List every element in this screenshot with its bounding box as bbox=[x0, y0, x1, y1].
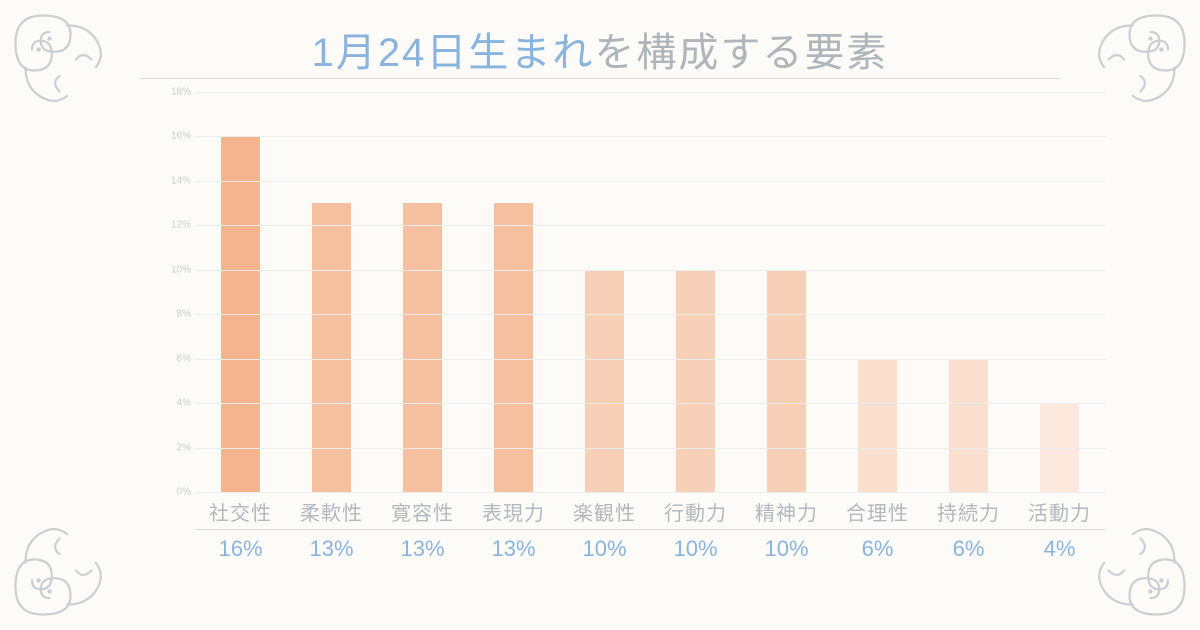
chart-bar-slot bbox=[832, 92, 923, 492]
chart-pct-label: 6% bbox=[832, 536, 923, 562]
chart-gridline bbox=[195, 403, 1105, 404]
chart-bar-slot bbox=[377, 92, 468, 492]
chart-bar bbox=[676, 270, 714, 492]
chart-x-label: 持続力 bbox=[923, 497, 1014, 526]
chart-bar bbox=[949, 359, 987, 492]
chart-plot-area: 0%2%4%6%8%10%12%14%16%18% bbox=[195, 92, 1105, 492]
chart-x-label: 活動力 bbox=[1014, 497, 1105, 526]
chart-gridline bbox=[195, 136, 1105, 137]
chart-bar bbox=[403, 203, 441, 492]
chart-pct-label: 10% bbox=[650, 536, 741, 562]
chart-x-label: 行動力 bbox=[650, 497, 741, 526]
chart-bar-slot bbox=[286, 92, 377, 492]
chart-pct-label: 16% bbox=[195, 536, 286, 562]
chart-pct-label: 13% bbox=[377, 536, 468, 562]
chart-ytick: 18% bbox=[159, 87, 191, 98]
chart-ytick: 10% bbox=[159, 264, 191, 275]
chart-gridline bbox=[195, 92, 1105, 93]
chart-ytick: 4% bbox=[159, 398, 191, 409]
page-title: 1月24日生まれを構成する要素 bbox=[0, 20, 1200, 86]
chart-gridline bbox=[195, 225, 1105, 226]
chart-bar-slot bbox=[195, 92, 286, 492]
chart-x-label: 表現力 bbox=[468, 497, 559, 526]
chart-bar bbox=[312, 203, 350, 492]
title-rest: を構成する要素 bbox=[594, 31, 888, 75]
chart-ytick: 6% bbox=[159, 353, 191, 364]
chart-bars bbox=[195, 92, 1105, 492]
chart-ytick: 12% bbox=[159, 220, 191, 231]
chart-gridline bbox=[195, 359, 1105, 360]
chart-x-label: 柔軟性 bbox=[286, 497, 377, 526]
chart-bar-slot bbox=[1014, 92, 1105, 492]
corner-ornament-icon bbox=[10, 510, 120, 620]
chart-gridline bbox=[195, 314, 1105, 315]
chart-ytick: 0% bbox=[159, 487, 191, 498]
chart-ytick: 14% bbox=[159, 175, 191, 186]
chart-pct-label: 6% bbox=[923, 536, 1014, 562]
chart-gridline bbox=[195, 492, 1105, 493]
chart-x-label: 合理性 bbox=[832, 497, 923, 526]
title-underline bbox=[140, 78, 1060, 79]
chart-ytick: 16% bbox=[159, 131, 191, 142]
chart-bar-slot bbox=[468, 92, 559, 492]
chart-pct-row: 16%13%13%13%10%10%10%6%6%4% bbox=[195, 536, 1105, 562]
chart-bar-slot bbox=[650, 92, 741, 492]
chart-gridline bbox=[195, 448, 1105, 449]
chart-bar-slot bbox=[923, 92, 1014, 492]
chart-gridline bbox=[195, 270, 1105, 271]
chart-pct-label: 10% bbox=[741, 536, 832, 562]
chart-bar-slot bbox=[559, 92, 650, 492]
chart-pct-underline bbox=[195, 529, 1105, 530]
chart-gridline bbox=[195, 181, 1105, 182]
chart-ytick: 8% bbox=[159, 309, 191, 320]
chart-bar bbox=[767, 270, 805, 492]
chart-x-label: 精神力 bbox=[741, 497, 832, 526]
chart-bar bbox=[858, 359, 896, 492]
title-highlight: 1月24日生まれ bbox=[312, 31, 595, 75]
chart-x-label: 寛容性 bbox=[377, 497, 468, 526]
chart-pct-label: 10% bbox=[559, 536, 650, 562]
chart-x-label: 楽観性 bbox=[559, 497, 650, 526]
chart-pct-label: 13% bbox=[286, 536, 377, 562]
chart-bar bbox=[585, 270, 623, 492]
chart-pct-label: 13% bbox=[468, 536, 559, 562]
chart-pct-label: 4% bbox=[1014, 536, 1105, 562]
chart-ytick: 2% bbox=[159, 442, 191, 453]
chart-x-labels: 社交性柔軟性寛容性表現力楽観性行動力精神力合理性持続力活動力 bbox=[195, 497, 1105, 526]
chart-bar bbox=[494, 203, 532, 492]
personality-bar-chart: 0%2%4%6%8%10%12%14%16%18% 社交性柔軟性寛容性表現力楽観… bbox=[195, 92, 1105, 560]
chart-bar-slot bbox=[741, 92, 832, 492]
chart-x-label: 社交性 bbox=[195, 497, 286, 526]
